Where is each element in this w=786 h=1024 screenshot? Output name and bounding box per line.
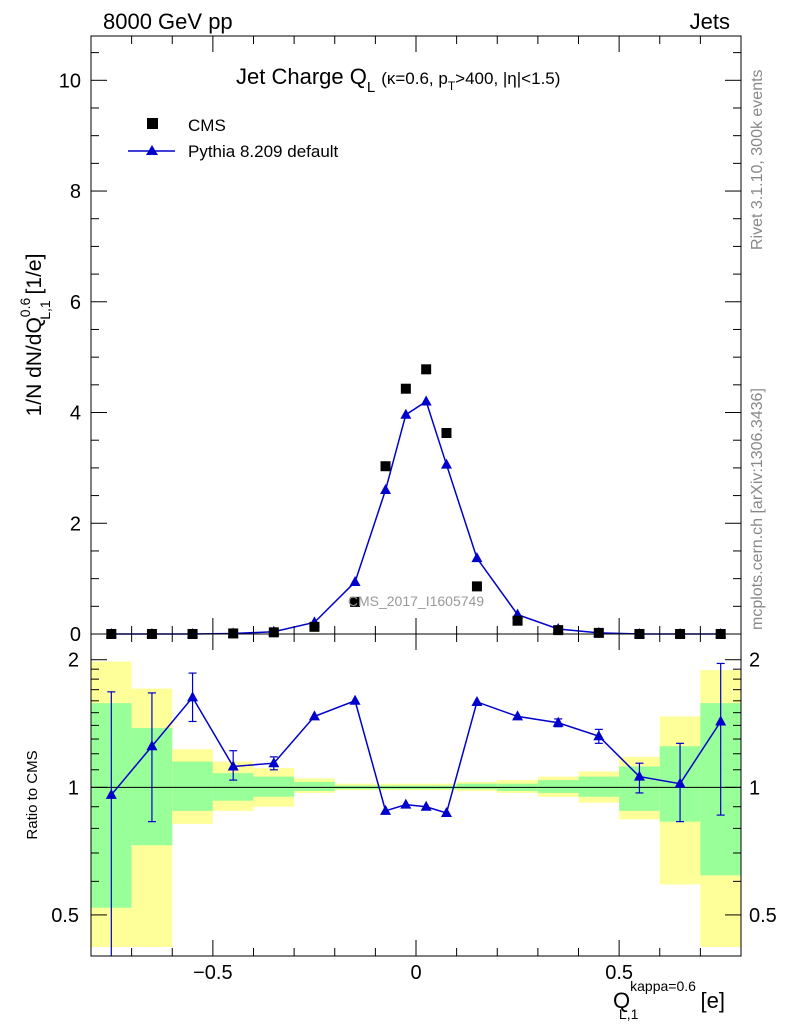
ratio-band-inner	[294, 781, 335, 792]
ratio-point	[400, 798, 412, 809]
cms-point	[268, 627, 279, 638]
x-label-main: Q	[613, 988, 630, 1013]
ratio-point	[187, 691, 199, 702]
cms-point	[441, 428, 452, 439]
main-y-tick-label: 6	[70, 292, 81, 314]
rivet-version-text: Rivet 3.1.10, 300k events	[749, 69, 766, 250]
x-tick-label: −0.5	[193, 962, 232, 984]
mcplots-text: mcplots.cern.ch [arXiv:1306.3436]	[749, 388, 766, 630]
ratio-point	[349, 694, 361, 705]
ratio-point	[268, 757, 280, 768]
header-left: 8000 GeV pp	[103, 9, 233, 34]
ratio-band-inner	[253, 776, 295, 797]
cms-point	[421, 364, 432, 375]
plot-title: Jet Charge QL (κ=0.6, pT>400, |η|<1.5)	[236, 64, 560, 96]
pythia-point	[400, 408, 412, 419]
ratio-point	[593, 730, 605, 741]
plot-title-main: Jet Charge Q	[236, 64, 367, 89]
ratio-ticks: 0.5 0.5 1 1 2 2 −0.5 0 0.5	[51, 634, 777, 984]
x-tick-label: 0	[410, 962, 421, 984]
ratio-point	[420, 800, 432, 811]
main-y-label-sup: 0.6	[17, 298, 33, 318]
cms-point	[309, 621, 320, 632]
ratio-point	[674, 777, 686, 788]
ratio-point	[715, 715, 727, 726]
ratio-y-axis-label: Ratio to CMS	[24, 750, 41, 839]
legend-cms-label: CMS	[188, 116, 226, 135]
ratio-band-inner	[537, 780, 579, 793]
main-y-axis-label: 1/N dN/dQ0.6 L,1 [1/e]	[17, 254, 53, 417]
legend-pythia-label: Pythia 8.209 default	[188, 142, 339, 161]
main-y-label-sub: L,1	[37, 300, 53, 320]
pythia-point	[440, 458, 452, 469]
cms-point	[350, 596, 361, 607]
ratio-y-tick-label-right: 1	[749, 777, 760, 799]
ratio-y-tick-label: 1	[68, 777, 79, 799]
x-label-sub: L,1	[619, 1006, 639, 1022]
ratio-band-inner	[578, 776, 620, 797]
x-label-unit: [e]	[694, 988, 725, 1013]
ratio-point	[105, 788, 117, 799]
ratio-point	[471, 695, 483, 706]
ratio-point	[308, 710, 320, 721]
ratio-band-inner	[456, 783, 498, 790]
cms-point	[593, 627, 604, 638]
header-right: Jets	[690, 9, 730, 34]
pythia-point	[380, 484, 392, 495]
cms-point	[228, 628, 239, 639]
ratio-point	[380, 804, 392, 815]
x-tick-label: 0.5	[605, 962, 633, 984]
cms-point	[471, 581, 482, 592]
main-y-tick-label: 8	[70, 181, 81, 203]
ratio-point	[633, 770, 645, 781]
ratio-y-tick-label-right: 2	[749, 650, 760, 672]
cms-point	[512, 615, 523, 626]
cms-point	[400, 383, 411, 394]
plot-title-paren-1: (κ=0.6, p	[381, 69, 448, 88]
main-panel: 0 2 4 6 8 10 Jet Charge QL (κ=0.6, pT>400, |η|…	[17, 35, 742, 646]
ratio-y-tick-label: 2	[68, 650, 79, 672]
cms-point	[380, 461, 391, 472]
ratio-y-tick-label: 0.5	[51, 905, 79, 927]
main-ticks: 0 2 4 6 8 10	[59, 36, 742, 646]
main-y-tick-label: 10	[59, 70, 81, 92]
plot-title-paren-sub: T	[448, 79, 456, 93]
x-label-sup: kappa=0.6	[630, 978, 696, 994]
ratio-point	[440, 806, 452, 817]
main-y-label-main: 1/N dN/dQ	[23, 317, 46, 416]
cms-point	[553, 625, 564, 636]
pythia-point	[349, 575, 361, 586]
plot-title-sub: L	[367, 79, 375, 96]
ratio-y-tick-label-right: 0.5	[749, 905, 777, 927]
ratio-point	[146, 740, 158, 751]
main-y-tick-label: 4	[70, 403, 81, 425]
plot-title-paren-2: >400, |η|<1.5)	[455, 69, 560, 88]
legend-cms-marker	[147, 118, 158, 129]
main-y-tick-label: 2	[70, 513, 81, 535]
main-y-label-unit: [1/e]	[23, 254, 46, 301]
x-axis-label: Qkappa=0.6 L,1 [e]	[613, 978, 725, 1022]
pythia-point	[471, 552, 483, 563]
ratio-marks	[91, 661, 741, 956]
ratio-point	[512, 710, 524, 721]
ratio-band-inner	[172, 761, 213, 811]
pythia-point	[420, 395, 432, 406]
analysis-watermark: CMS_2017_I1605749	[348, 593, 484, 609]
main-y-tick-label: 0	[70, 624, 81, 646]
ratio-line	[110, 696, 722, 814]
ratio-panel: 0.5 0.5 1 1 2 2 −0.5 0 0.5 Ratio to CMS Qkappa=0…	[24, 633, 777, 1022]
ratio-point	[552, 716, 564, 727]
legend-pythia-marker	[146, 145, 158, 155]
ratio-point	[227, 760, 239, 771]
legend: CMS Pythia 8.209 default	[128, 116, 339, 161]
